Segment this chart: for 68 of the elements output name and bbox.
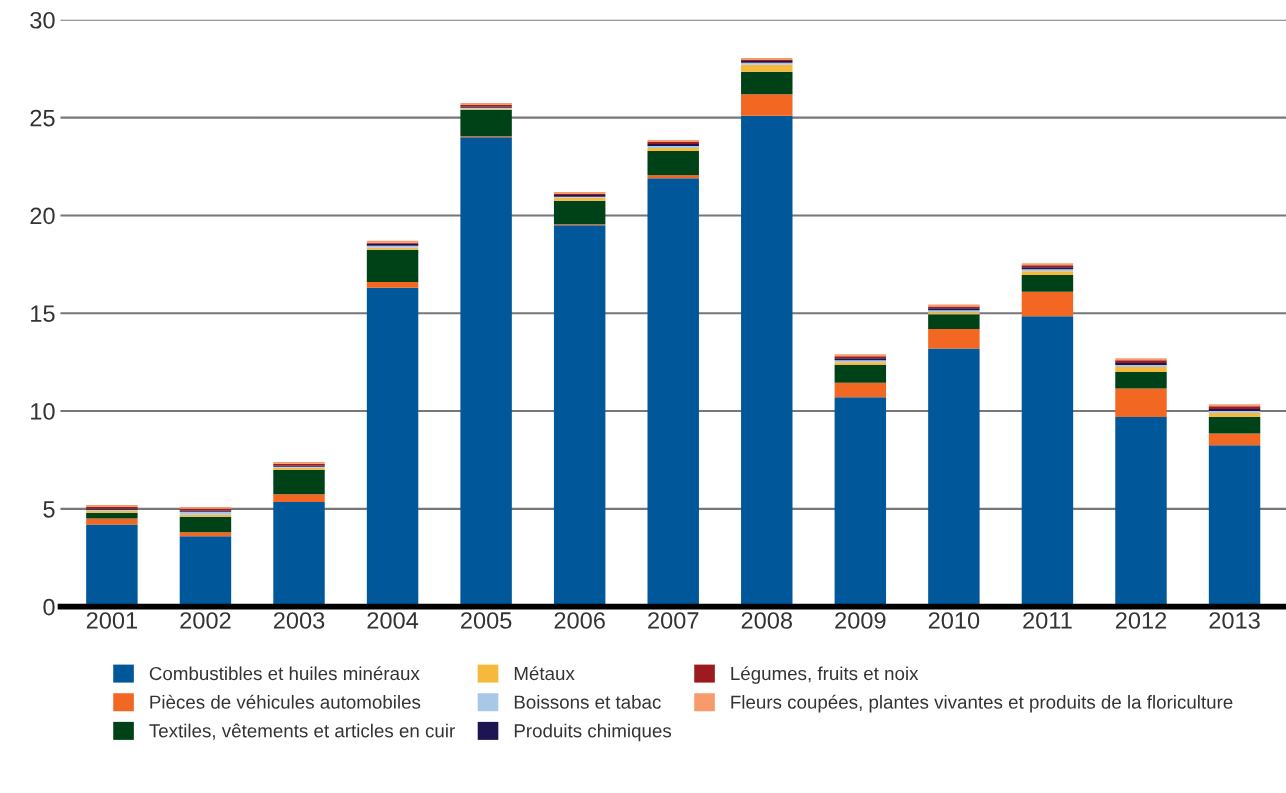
legend-label: Textiles, vêtements et articles en cuir: [149, 723, 455, 740]
bar: [647, 175, 699, 179]
bar: [834, 382, 887, 398]
bar: [553, 225, 606, 607]
legend-label: Pièces de véhicules automobiles: [150, 694, 421, 709]
bar: [86, 524, 138, 607]
bar: [834, 365, 887, 383]
bar: [741, 94, 793, 116]
legend-label: Métaux: [514, 666, 575, 681]
bar: [86, 512, 138, 519]
bar: [553, 200, 606, 225]
legend-label: Fleurs coupées, plantes vivantes et produits de la floriculture: [731, 694, 1233, 713]
x-tick-label: 2007: [648, 612, 699, 629]
bar: [366, 287, 419, 607]
bar: [273, 502, 325, 607]
bar: [460, 109, 512, 137]
legend-label: Combustibles et huiles minéraux: [149, 666, 420, 681]
bar: [366, 249, 419, 282]
bar: [928, 348, 980, 607]
bar: [741, 115, 793, 607]
bar: [1115, 416, 1167, 607]
bar: [460, 137, 512, 607]
x-tick-label: 2011: [1023, 612, 1072, 629]
bar: [1208, 412, 1261, 417]
bar: [366, 281, 419, 288]
x-tick-label: 2012: [1115, 612, 1167, 629]
bar: [1021, 275, 1074, 292]
bar: [1021, 271, 1074, 276]
bar: [1208, 416, 1261, 434]
bar: [1021, 316, 1074, 607]
bar: [741, 64, 793, 72]
bar: [1021, 291, 1074, 317]
x-tick-label: 2002: [180, 612, 231, 629]
x-tick-label: 2006: [554, 612, 605, 629]
bar: [647, 150, 699, 176]
x-tick-label: 2013: [1209, 612, 1260, 629]
bar: [1208, 433, 1261, 446]
bar: [273, 469, 325, 495]
bar: [834, 397, 887, 607]
x-tick-label: 2009: [835, 612, 886, 629]
x-tick-label: 2008: [741, 612, 793, 629]
bar: [1115, 371, 1167, 389]
bar: [1115, 388, 1167, 417]
legend-label: Boissons et tabac: [514, 695, 661, 709]
y-tick-label: 30: [30, 11, 55, 29]
legend-label: Légumes, fruits et noix: [731, 666, 919, 684]
bar: [928, 328, 980, 349]
bar: [273, 494, 325, 502]
y-tick-label: 15: [31, 305, 55, 323]
x-tick-label: 2005: [461, 612, 512, 629]
bar: [647, 178, 699, 607]
x-tick-label: 2010: [928, 612, 980, 629]
bar: [928, 314, 980, 329]
y-tick-label: 5: [43, 501, 55, 518]
y-tick-label: 10: [31, 403, 55, 420]
bar: [179, 532, 232, 537]
x-tick-label: 2001: [86, 612, 138, 629]
y-tick-label: 0: [43, 598, 55, 616]
bar: [179, 536, 232, 607]
bar: [179, 516, 232, 533]
legend-label: Produits chimiques: [514, 723, 672, 742]
y-tick-label: 25: [30, 109, 55, 127]
y-tick-label: 20: [30, 207, 55, 225]
bar: [1208, 445, 1261, 607]
bar: [1115, 367, 1167, 372]
bar: [741, 71, 793, 95]
x-tick-label: 2003: [273, 612, 325, 629]
x-tick-label: 2004: [367, 612, 419, 629]
